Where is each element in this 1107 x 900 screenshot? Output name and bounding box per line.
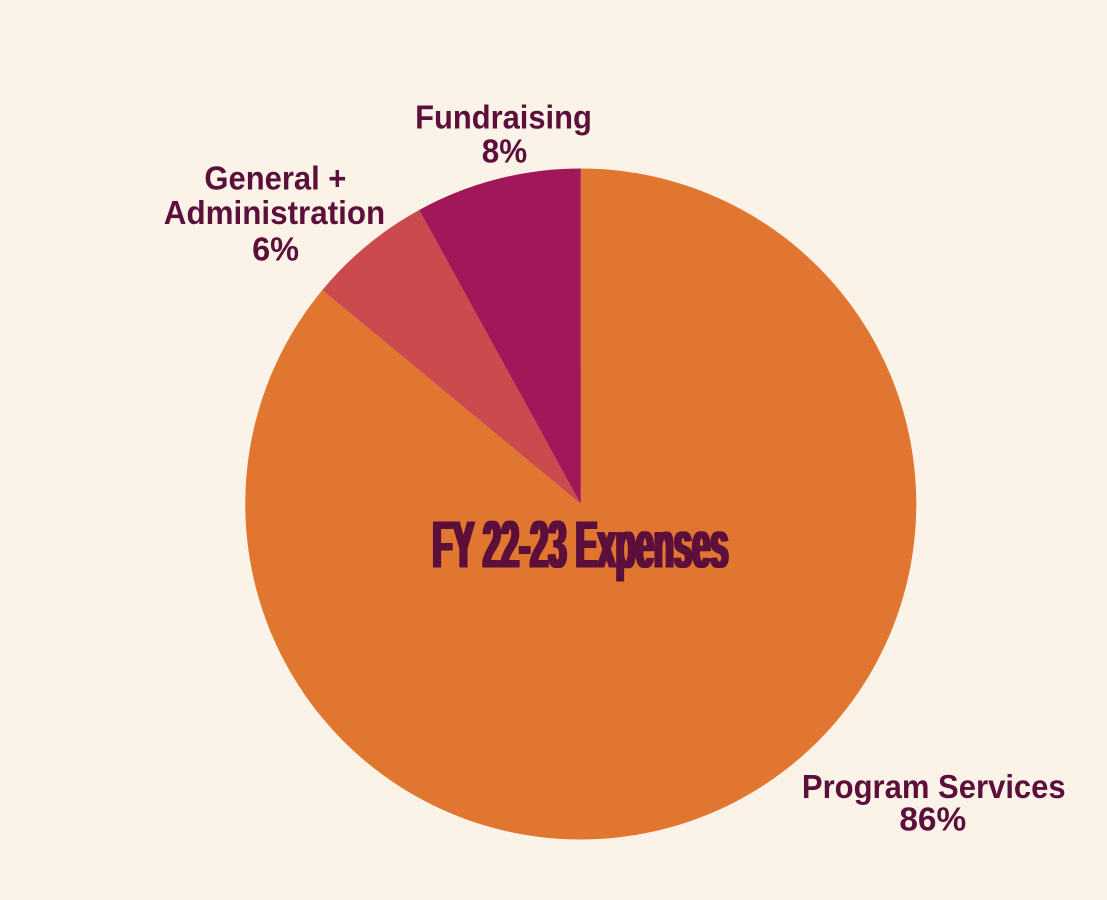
- svg-text:Administration: Administration: [164, 194, 385, 231]
- svg-text:General +: General +: [204, 159, 346, 196]
- svg-text:Fundraising: Fundraising: [415, 98, 592, 135]
- svg-text:FY 22-23 Expenses: FY 22-23 Expenses: [433, 507, 729, 582]
- svg-text:Program Services: Program Services: [802, 768, 1066, 805]
- svg-text:FY 22-23 Expenses: FY 22-23 Expenses: [431, 507, 727, 582]
- svg-text:8%: 8%: [482, 133, 527, 170]
- svg-text:86%: 86%: [899, 801, 966, 838]
- svg-text:6%: 6%: [252, 231, 299, 268]
- svg-text:FY 22-23 Expenses: FY 22-23 Expenses: [434, 507, 730, 582]
